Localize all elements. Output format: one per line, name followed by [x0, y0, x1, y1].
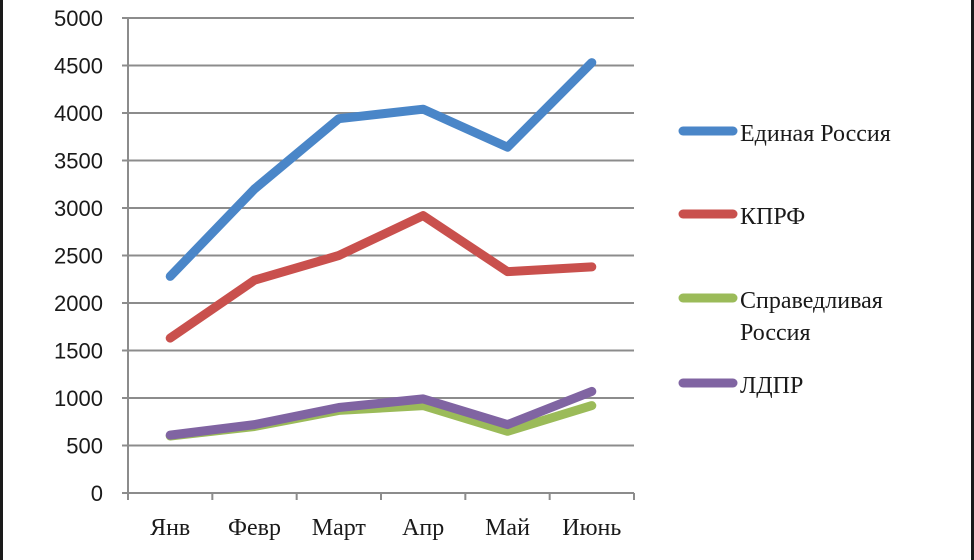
series-line-3: [165, 386, 597, 440]
y-tick-label: 2000: [54, 291, 103, 316]
legend: Единая Россия КПРФ Справедливая Россия ЛДПР: [678, 121, 891, 399]
y-tick-label: 0: [91, 481, 103, 506]
series-line-0: [165, 58, 597, 281]
legend-label-1: КПРФ: [740, 204, 805, 230]
y-tick-label: 4000: [54, 101, 103, 126]
y-tick-label: 4500: [54, 54, 103, 79]
legend-label-2: Россия: [740, 320, 811, 346]
series-line-1: [165, 211, 597, 343]
x-tick-label: Май: [485, 515, 530, 541]
y-tick-labels: 0 500 1000 1500 2000 2500 3000 3500 4000 4500 5000: [54, 6, 103, 506]
gridlines: [122, 17, 634, 447]
x-tick-label: Янв: [150, 515, 190, 541]
x-tick-label: Февр: [228, 515, 281, 541]
left-frame-edge: [0, 0, 3, 560]
x-tick-labels: Янв Февр Март Апр Май Июнь: [150, 515, 621, 541]
y-tick-label: 3500: [54, 149, 103, 174]
x-tick-label: Апр: [402, 515, 444, 541]
y-tick-label: 500: [66, 434, 103, 459]
axes: [122, 18, 635, 500]
legend-label-0: Единая Россия: [740, 121, 891, 147]
legend-label-2: Справедливая: [740, 288, 883, 314]
y-tick-label: 2500: [54, 244, 103, 269]
x-tick-label: Март: [312, 515, 367, 541]
series-lines: [165, 58, 597, 441]
legend-label-3: ЛДПР: [740, 373, 803, 399]
y-tick-label: 1000: [54, 386, 103, 411]
x-tick-label: Июнь: [562, 515, 621, 541]
y-tick-label: 5000: [54, 6, 103, 31]
y-tick-label: 1500: [54, 339, 103, 364]
right-frame-edge: [971, 0, 974, 560]
y-tick-label: 3000: [54, 196, 103, 221]
